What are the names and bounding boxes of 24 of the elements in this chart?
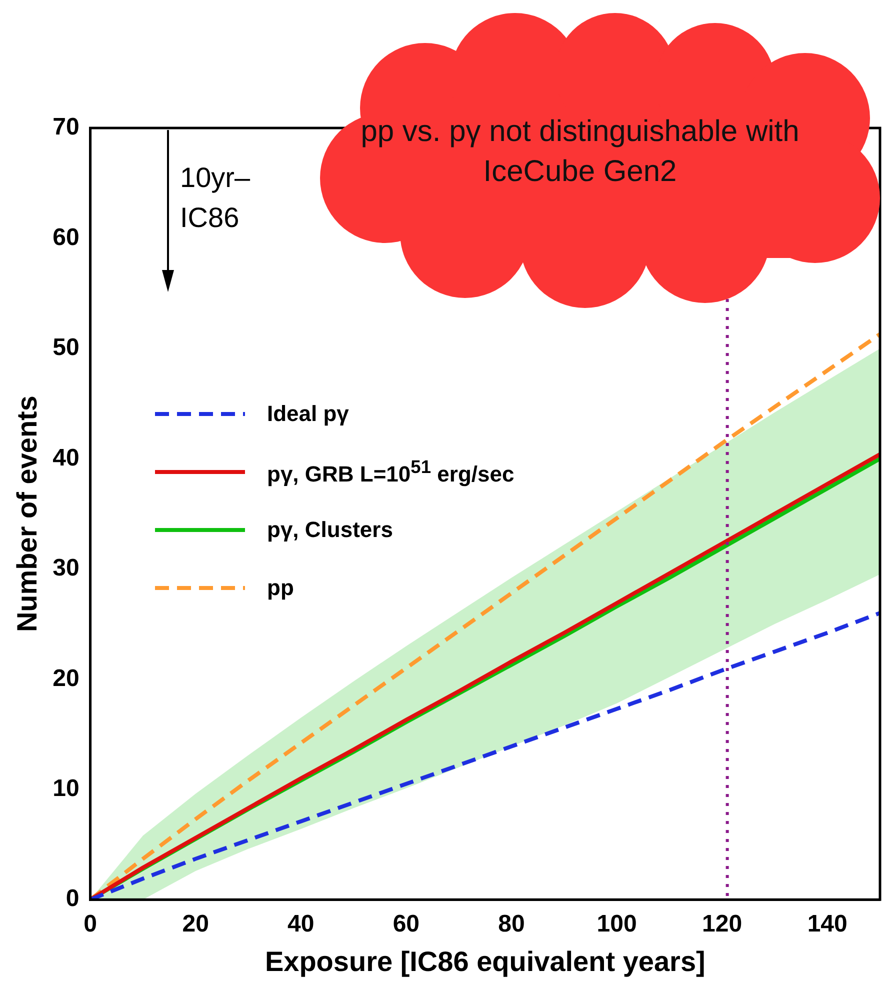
x-tick-label: 20 — [182, 910, 209, 938]
legend-label: pγ, Clusters — [267, 517, 393, 543]
y-tick-label: 60 — [52, 224, 80, 251]
x-tick-label: 80 — [498, 910, 525, 938]
y-tick-label: 30 — [52, 554, 80, 582]
y-tick-label: 40 — [52, 444, 80, 472]
y-tick-label: 20 — [52, 664, 80, 692]
legend-label: Ideal pγ — [267, 401, 349, 427]
annotation: 10yr– IC86 — [180, 161, 250, 235]
x-axis-title: Exposure [IC86 equivalent years] — [264, 946, 706, 977]
y-tick-label: 10 — [52, 774, 80, 802]
legend-label: pγ, GRB L=10$^{51}$ erg/sec — [267, 456, 514, 488]
x-tick-label: 60 — [392, 910, 420, 938]
y-axis-title: Number of events — [12, 396, 43, 632]
x-tick-label: 0 — [84, 910, 97, 938]
y-tick-label: 0 — [66, 885, 80, 912]
annotation: pp vs. pγ not distinguishable with IceCube Gen2 — [360, 114, 800, 190]
x-tick-label: 120 — [702, 910, 742, 938]
y-tick-label: 70 — [52, 114, 80, 141]
x-tick-label: 140 — [807, 910, 848, 938]
x-tick-label: 40 — [288, 910, 314, 938]
y-tick-label: 50 — [52, 334, 80, 362]
x-tick-label: 100 — [596, 910, 637, 938]
legend-label: pp — [267, 575, 294, 601]
